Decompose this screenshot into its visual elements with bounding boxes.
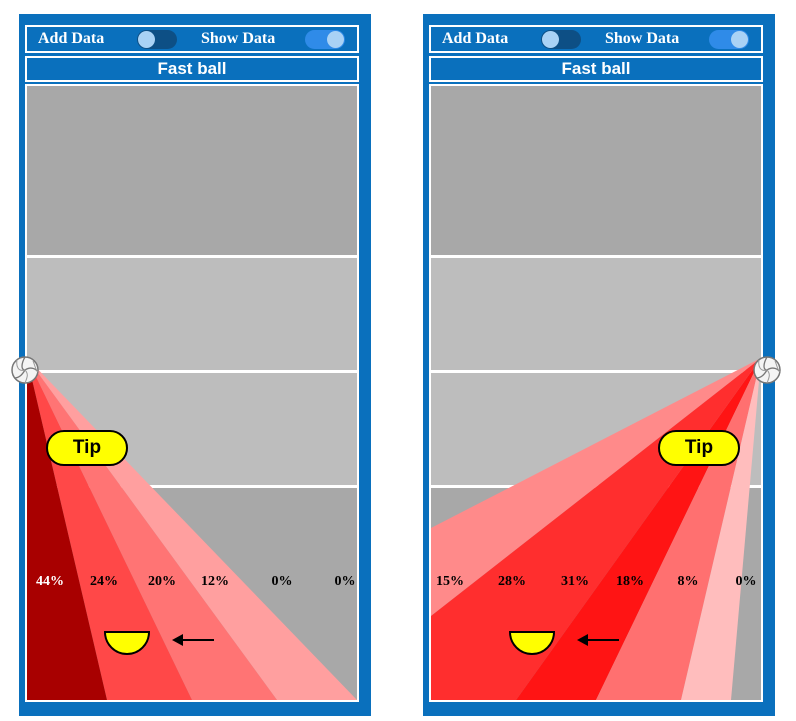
add-data-label: Add Data [442, 30, 509, 47]
left-arrow-icon [172, 634, 214, 646]
percentage-label: 18% [616, 574, 644, 589]
percentage-label: 0% [334, 574, 356, 589]
add-data-toggle[interactable] [137, 30, 177, 49]
percentage-label: 8% [677, 574, 699, 589]
percentage-label: 28% [498, 574, 526, 589]
court-line [431, 370, 761, 373]
court-line [27, 485, 357, 488]
percentage-label: 44% [36, 574, 64, 589]
percentage-label: 20% [148, 574, 176, 589]
player-half-circle-icon[interactable] [103, 630, 151, 656]
attack-distribution-fan [27, 358, 357, 700]
court-line [27, 370, 357, 373]
tip-button[interactable]: Tip [46, 430, 128, 466]
percentage-label: 12% [201, 574, 229, 589]
volleyball-icon[interactable] [753, 356, 781, 384]
toggle-knob [138, 31, 155, 48]
percentage-label: 24% [90, 574, 118, 589]
panel-toolbar: Add Data Show Data [25, 25, 359, 53]
attack-distribution-fan [431, 358, 761, 700]
set-type-title: Fast ball [429, 56, 763, 82]
show-data-label: Show Data [201, 30, 276, 47]
left-arrow-icon [577, 634, 619, 646]
court-panel-right: Add Data Show Data Fast ball 15% 28% 31%… [423, 14, 781, 716]
court-zone-back[interactable] [431, 86, 761, 255]
set-type-title: Fast ball [25, 56, 359, 82]
percentage-label: 31% [561, 574, 589, 589]
show-data-toggle[interactable] [305, 30, 345, 49]
show-data-label: Show Data [605, 30, 680, 47]
court-zone-mid[interactable] [27, 257, 357, 370]
volleyball-icon[interactable] [11, 356, 39, 384]
add-data-toggle[interactable] [541, 30, 581, 49]
fan-wedge [681, 358, 761, 700]
percentage-label: 0% [735, 574, 757, 589]
toggle-knob [731, 31, 748, 48]
court-area[interactable]: 44% 24% 20% 12% 0% 0% Tip [25, 84, 359, 702]
percentage-label: 15% [436, 574, 464, 589]
toggle-knob [327, 31, 344, 48]
court-line [27, 255, 357, 258]
percentage-label: 0% [271, 574, 293, 589]
player-half-circle-icon[interactable] [508, 630, 556, 656]
court-line [431, 255, 761, 258]
toggle-knob [542, 31, 559, 48]
tip-button[interactable]: Tip [658, 430, 740, 466]
court-zone-back[interactable] [27, 86, 357, 255]
court-panel-left: Add Data Show Data Fast ball 44% 24% 20%… [11, 14, 371, 716]
court-area[interactable]: 15% 28% 31% 18% 8% 0% Tip [429, 84, 763, 702]
add-data-label: Add Data [38, 30, 105, 47]
panel-toolbar: Add Data Show Data [429, 25, 763, 53]
court-zone-mid[interactable] [431, 257, 761, 370]
show-data-toggle[interactable] [709, 30, 749, 49]
